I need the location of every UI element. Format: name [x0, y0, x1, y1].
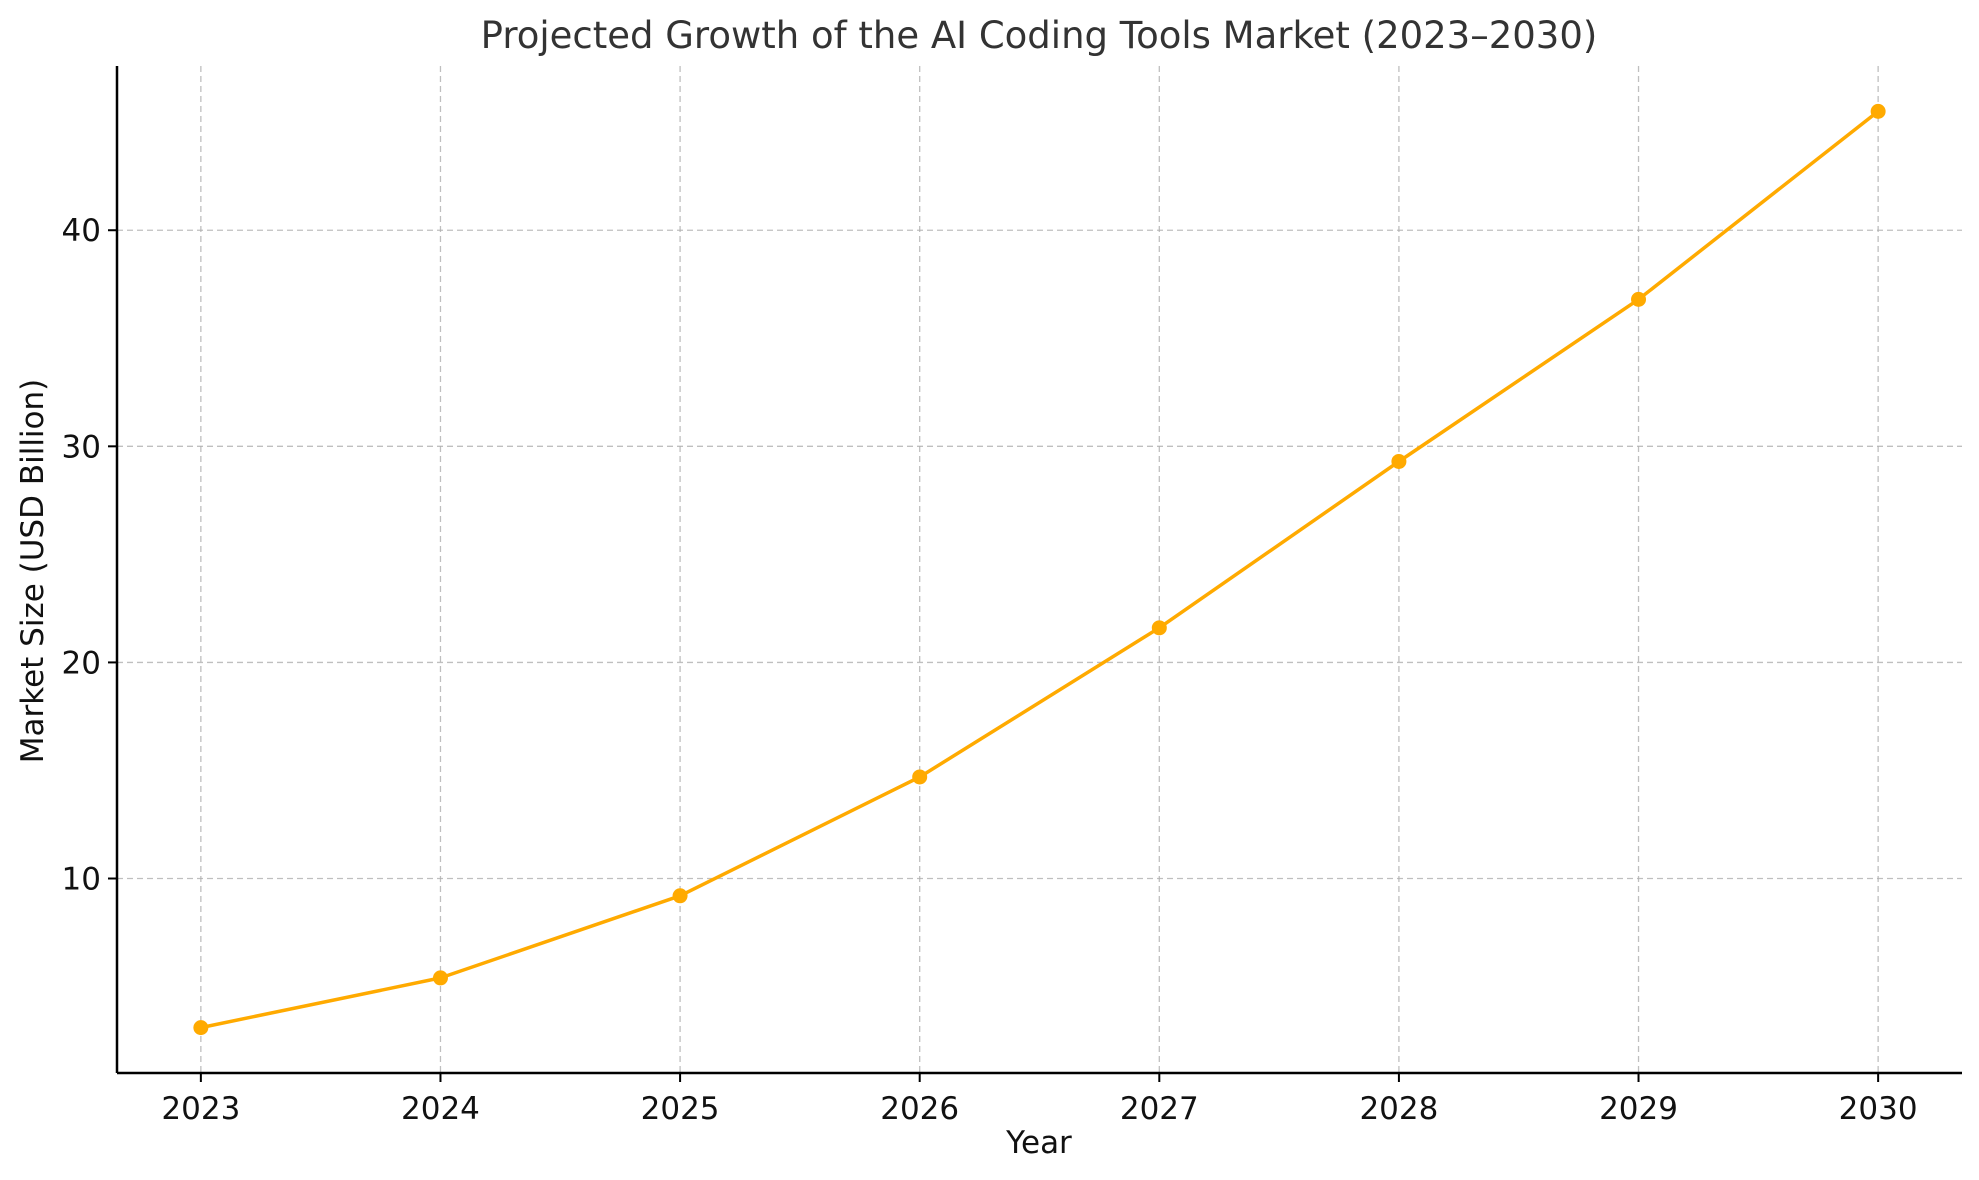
y-tick-label: 30: [62, 429, 101, 465]
data-point: [1151, 620, 1167, 636]
x-tick-label: 2026: [880, 1091, 959, 1127]
chart-title: Projected Growth of the AI Coding Tools …: [481, 14, 1598, 57]
series-layer: [193, 103, 1886, 1036]
data-point: [1870, 103, 1886, 119]
axes-layer: [115, 66, 1962, 1075]
y-tick-label: 40: [62, 213, 101, 249]
data-point: [432, 970, 448, 986]
y-axis-label: Market Size (USD Billion): [15, 379, 51, 764]
x-tick-label: 2030: [1839, 1091, 1918, 1127]
grid-layer: [117, 66, 1962, 1073]
data-point: [193, 1020, 209, 1036]
x-tick-label: 2025: [641, 1091, 720, 1127]
data-point: [912, 769, 928, 785]
data-point: [672, 888, 688, 904]
series-line: [200, 110, 1880, 1030]
x-axis-label: Year: [1005, 1125, 1072, 1161]
x-tick-label: 2023: [161, 1091, 240, 1127]
data-point: [1631, 291, 1647, 307]
x-tick-label: 2027: [1120, 1091, 1199, 1127]
y-tick-label: 10: [62, 862, 101, 898]
x-tick-label: 2024: [401, 1091, 480, 1127]
data-point: [1391, 453, 1407, 469]
x-tick-label: 2029: [1599, 1091, 1678, 1127]
y-tick-label: 20: [62, 645, 101, 681]
x-tick-label: 2028: [1359, 1091, 1438, 1127]
